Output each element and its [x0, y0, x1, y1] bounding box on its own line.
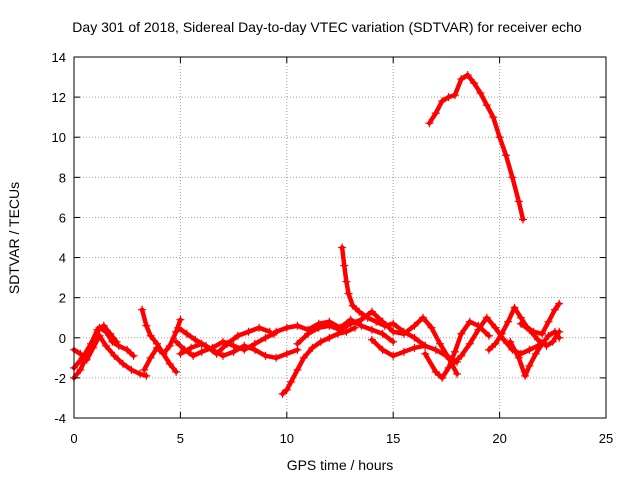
trace-segment [167, 361, 179, 375]
trace-segment [476, 315, 490, 333]
trace-segment [510, 175, 522, 204]
y-tick-label: 10 [52, 130, 66, 145]
trace-segment [256, 325, 273, 335]
x-tick-label: 10 [280, 431, 294, 446]
trace-segment [84, 345, 96, 363]
x-tick-label: 20 [492, 431, 506, 446]
data-point [142, 371, 151, 380]
trace-segment [369, 309, 385, 324]
series-track-3 [70, 321, 121, 372]
trace-segment [550, 329, 562, 345]
trace-segment [422, 351, 439, 375]
trace-segment [139, 307, 149, 328]
y-tick-label: 0 [59, 331, 66, 346]
data-point [172, 367, 181, 376]
trace-segment [107, 331, 119, 345]
data-point [519, 215, 528, 224]
series-track-16 [425, 71, 528, 224]
data-point [484, 331, 493, 340]
trace-segment [380, 331, 396, 345]
series-track-20 [516, 319, 564, 350]
grid [74, 57, 606, 418]
series-track-9 [278, 323, 359, 398]
trace-segment [288, 367, 300, 385]
y-tick-label: 14 [52, 50, 66, 65]
x-tick-label: 25 [599, 431, 613, 446]
trace-segment [527, 351, 539, 369]
trace-segment [497, 134, 509, 158]
x-tick-label: 0 [70, 431, 77, 446]
chart-title: Day 301 of 2018, Sidereal Day-to-day VTE… [72, 19, 582, 35]
trace-segment [263, 331, 277, 341]
y-tick-label: -2 [54, 371, 66, 386]
trace-segment [295, 331, 311, 347]
x-axis-label: GPS time / hours [287, 457, 394, 473]
data-point [453, 369, 462, 378]
data-point [112, 337, 121, 346]
y-tick-label: 12 [52, 90, 66, 105]
trace-segment [527, 343, 541, 353]
trace-segment [433, 98, 445, 116]
trace-segment [546, 307, 558, 324]
x-tick-label: 5 [177, 431, 184, 446]
trace-segment [478, 90, 490, 108]
trace-segment [380, 319, 396, 335]
y-axis-label: SDTVAR / TECUs [6, 182, 22, 294]
y-tick-label: 4 [59, 251, 66, 266]
data-point [176, 315, 185, 324]
x-tick-label: 15 [386, 431, 400, 446]
trace-segment [284, 347, 300, 357]
data-point [350, 323, 359, 332]
trace-segment [437, 341, 451, 361]
trace-segment [429, 325, 443, 347]
trace-segment [167, 329, 179, 349]
trace-segment [452, 331, 464, 355]
trace-segment [516, 199, 526, 222]
y-tick-label: 8 [59, 170, 66, 185]
trace-segment [452, 76, 464, 98]
plot-frame [73, 56, 607, 419]
trace-segment [467, 327, 481, 347]
trace-segment [490, 114, 502, 140]
trace-segment [80, 341, 94, 361]
data-points [70, 71, 564, 398]
series-track-15 [421, 317, 493, 382]
data-point [389, 337, 398, 346]
series-track-8 [176, 339, 302, 362]
series-track-13 [367, 335, 462, 366]
y-axis: -4 -2 0 2 4 6 8 10 12 14 [52, 50, 606, 426]
y-tick-label: 2 [59, 291, 66, 306]
trace-segment [499, 319, 511, 337]
series-track-2 [70, 331, 151, 380]
trace-segment [141, 355, 153, 373]
trace-segment [459, 341, 473, 359]
y-tick-label: 6 [59, 210, 66, 225]
trace-segment [344, 325, 358, 335]
y-tick-label: -4 [54, 411, 66, 426]
x-axis: 0 5 10 15 20 25 [70, 57, 613, 446]
trace-segment [295, 355, 307, 373]
trace-segment [539, 319, 551, 337]
data-point [555, 327, 564, 336]
trace-segment [503, 153, 515, 180]
trace-segment [88, 327, 100, 347]
data-point [129, 351, 138, 360]
trace-segment [446, 349, 458, 371]
trace-segment [552, 301, 562, 312]
trace-segment [369, 337, 385, 353]
trace-segment [459, 319, 473, 337]
trace-segment [507, 339, 522, 361]
trace-segment [124, 347, 136, 359]
trace-segment [484, 102, 496, 120]
data-point [555, 299, 564, 308]
